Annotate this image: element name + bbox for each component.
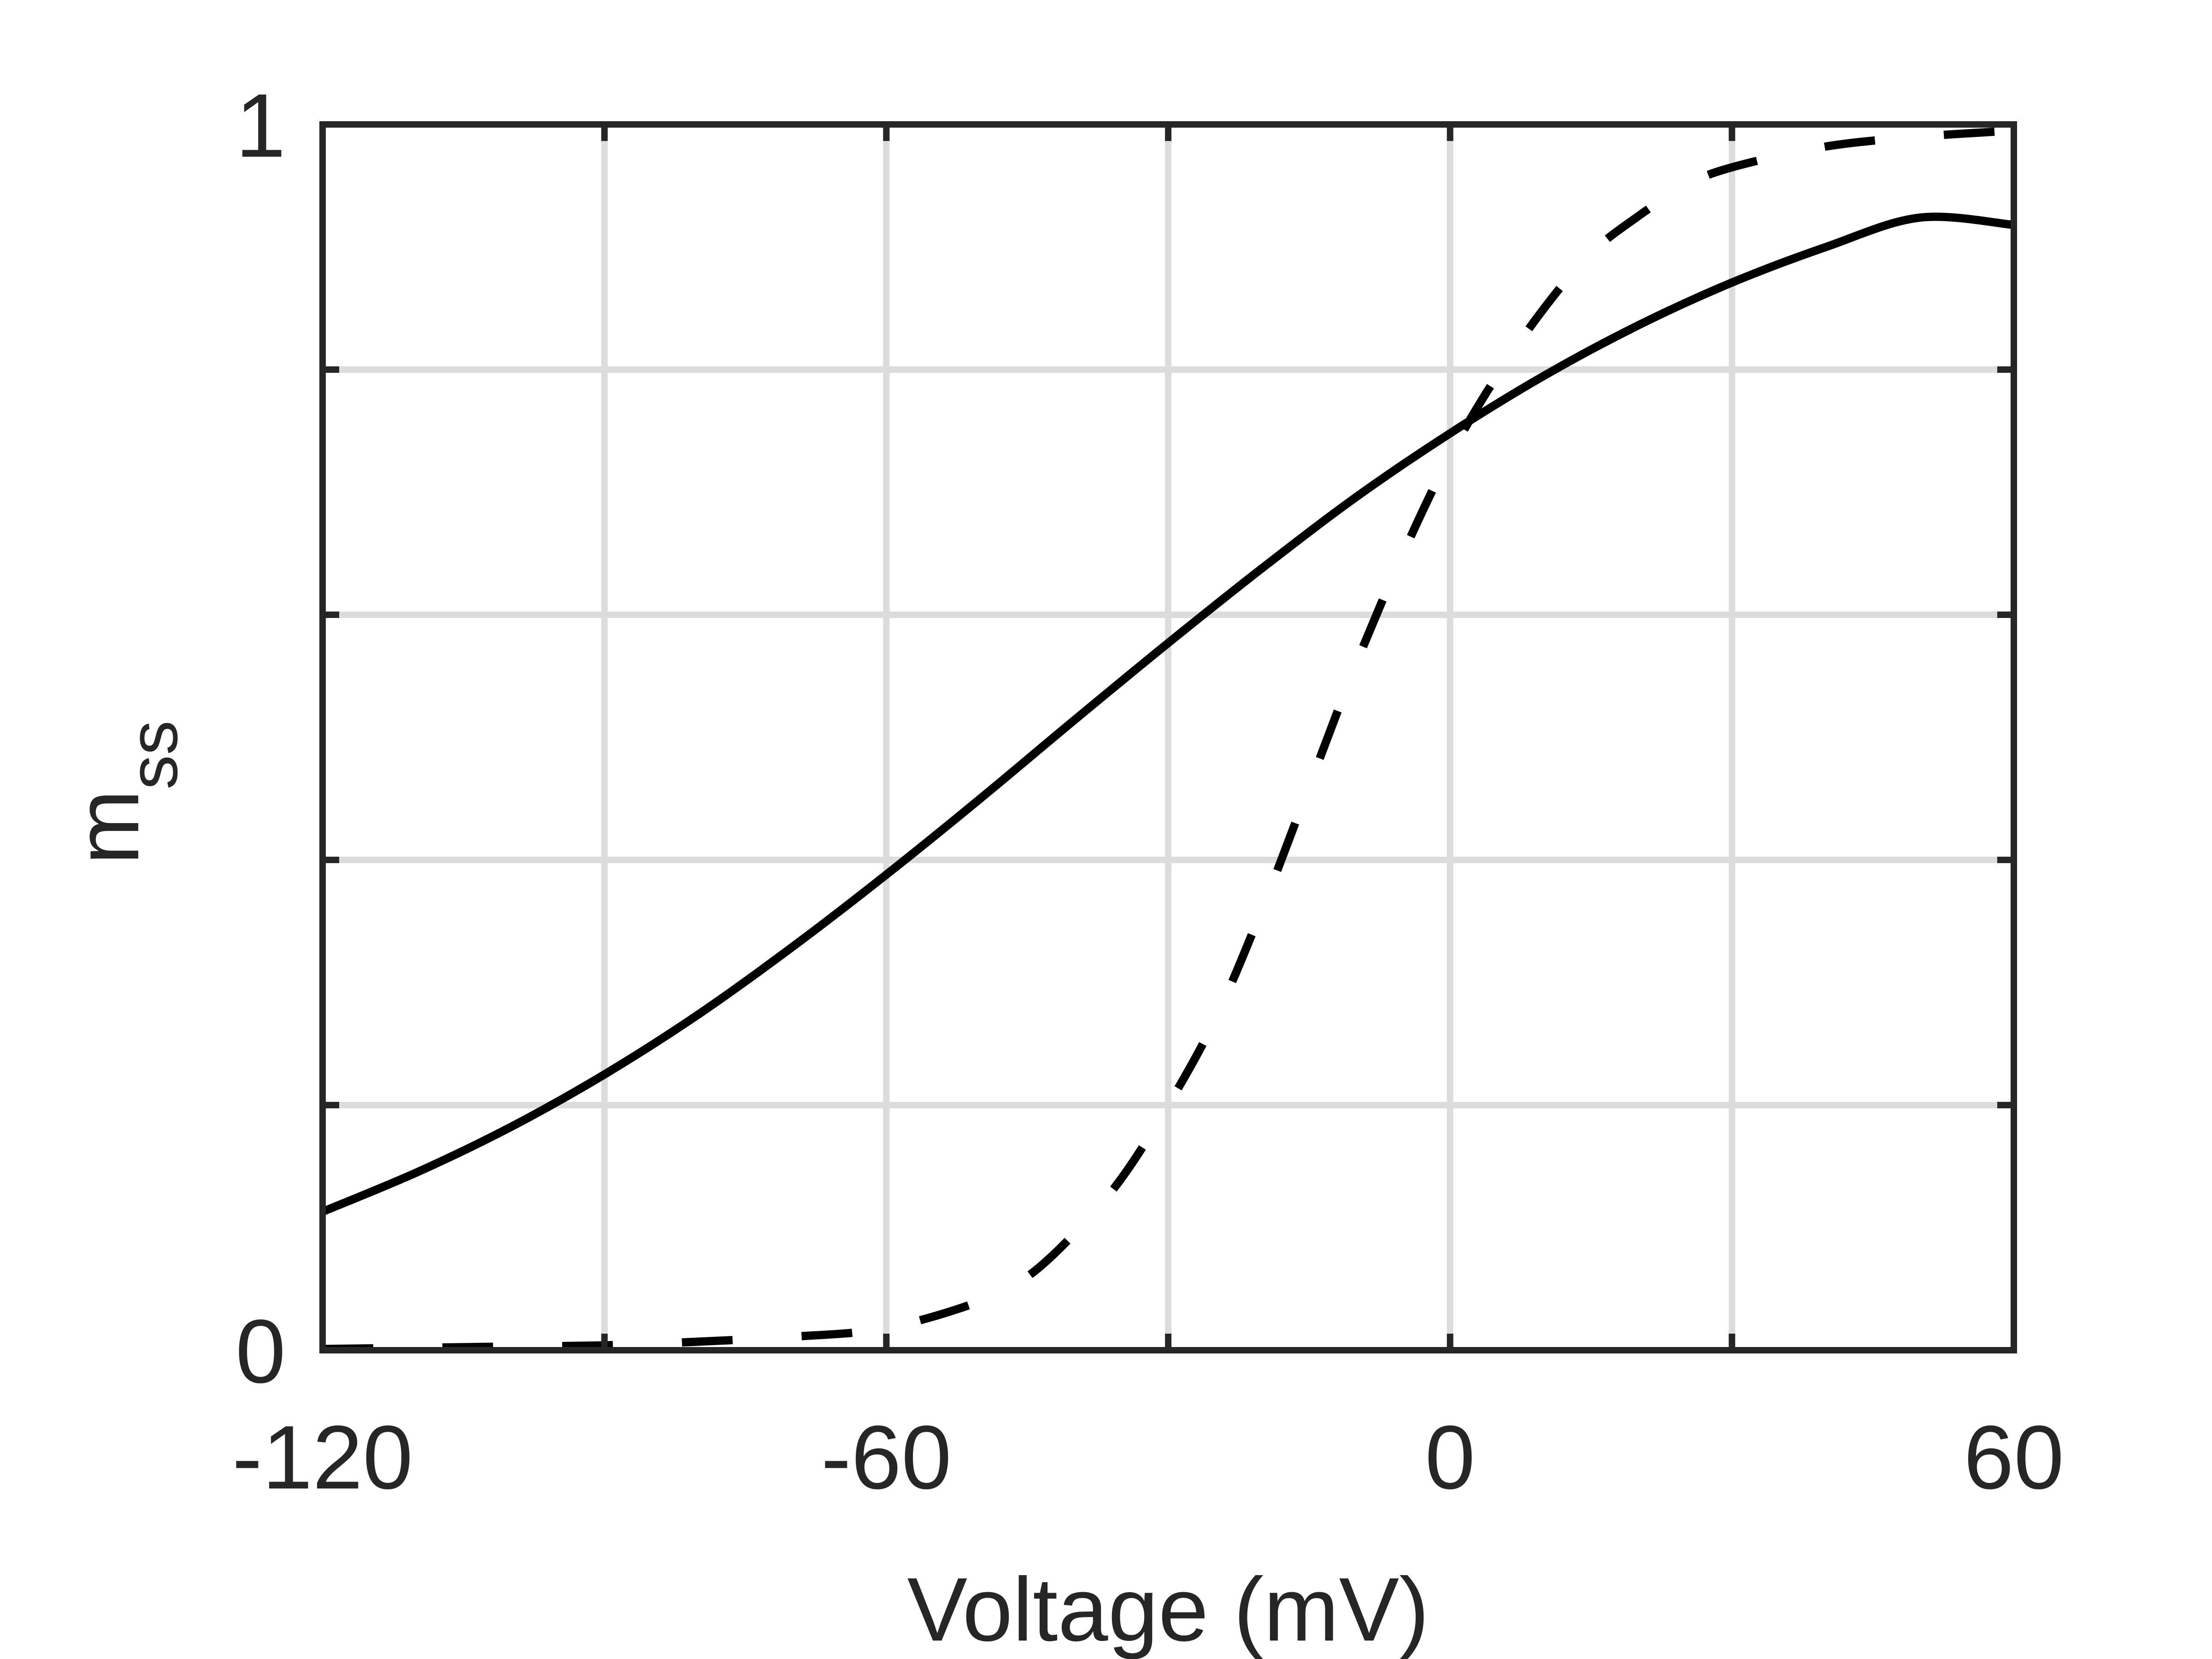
dashed-series-line <box>322 126 2014 1353</box>
x-tick-label: -60 <box>821 1407 952 1508</box>
y-axis-label-main: m <box>57 789 158 865</box>
y-axis-label-subscript: ss <box>114 720 192 789</box>
tick-labels: -120 -60 0 60 0 1 <box>232 75 2064 1508</box>
grid <box>323 124 2014 1350</box>
x-tick-label: 0 <box>1425 1407 1475 1508</box>
y-axis-label: mss <box>57 720 192 865</box>
solid-series-line <box>321 212 2014 1216</box>
y-tick-label: 0 <box>235 1301 286 1402</box>
x-tick-label: 60 <box>1964 1407 2064 1508</box>
ticks <box>319 121 2017 1353</box>
y-tick-label: 1 <box>235 75 286 176</box>
x-tick-label: -120 <box>232 1407 413 1508</box>
series-layer <box>321 126 2014 1353</box>
x-axis-label: Voltage (mV) <box>907 1559 1430 1659</box>
